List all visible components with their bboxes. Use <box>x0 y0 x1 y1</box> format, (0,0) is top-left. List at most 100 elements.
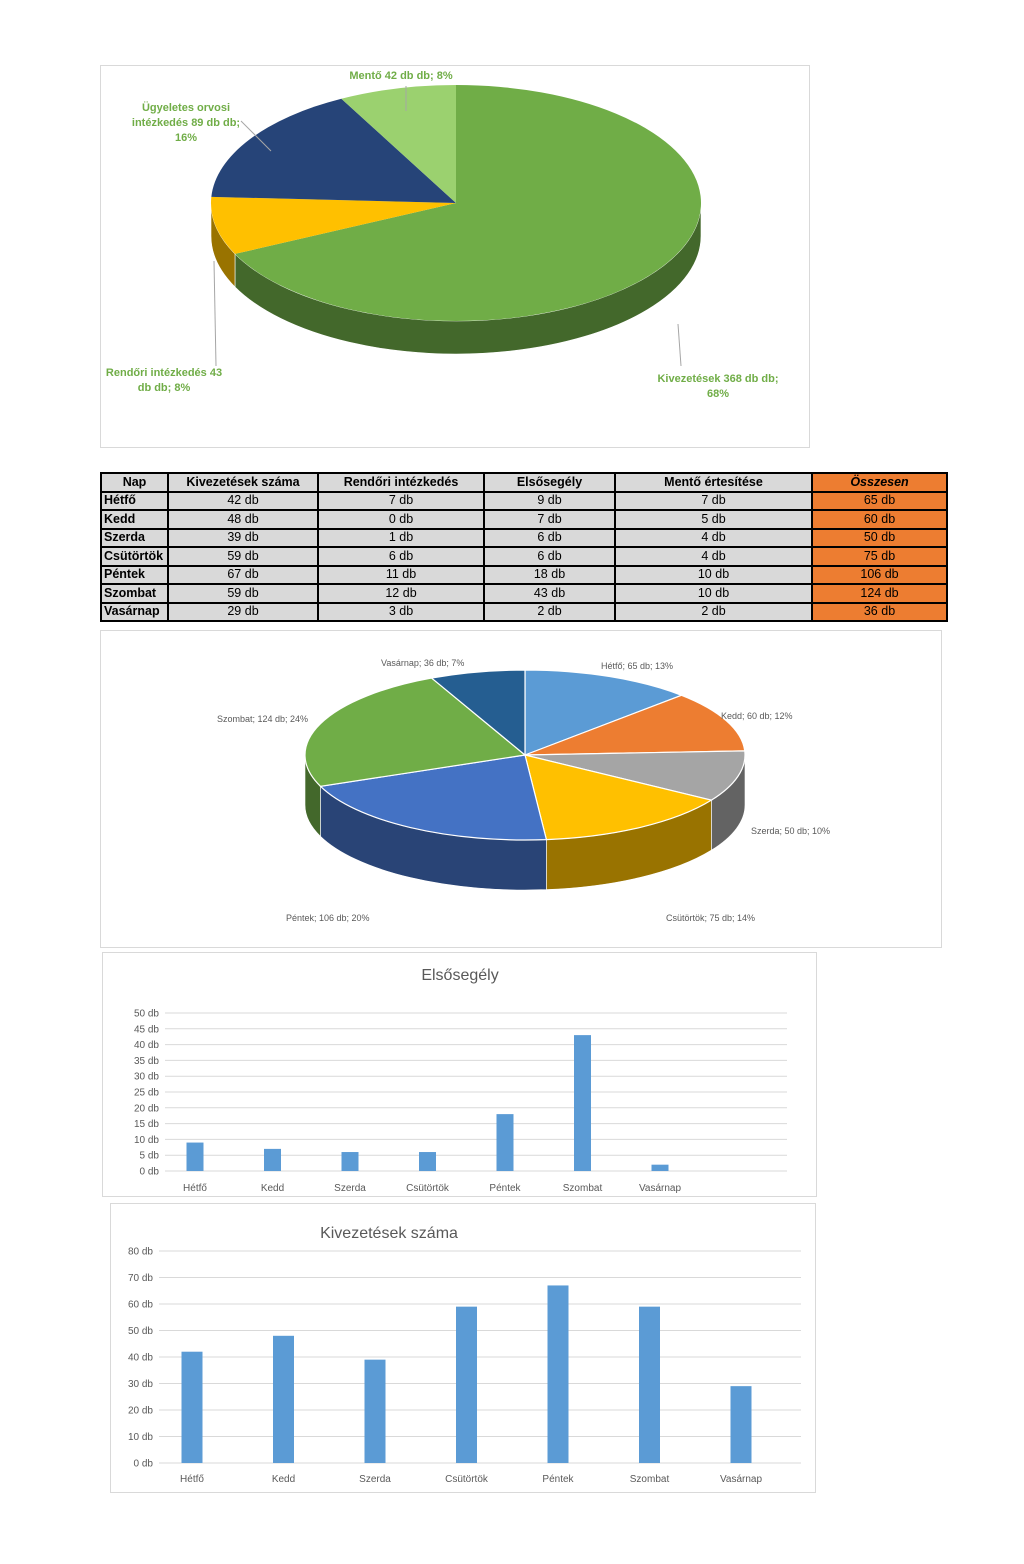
table-cell: 7 db <box>317 490 485 511</box>
table-cell: 29 db <box>167 601 319 622</box>
table-cell: 6 db <box>483 527 616 548</box>
x-tick-label: Kedd <box>272 1474 295 1485</box>
table-row: Kedd 48 db 0 db 7 db 5 db 60 db <box>100 509 948 530</box>
y-tick-label: 35 db <box>134 1056 159 1067</box>
pie-chart-interventions: Kivezetések 368 db db; 68% Rendőri intézke… <box>100 65 810 448</box>
bar-chart-discharges: Kivezetések száma 0 db 10 db 20 db 30 db 40 d… <box>110 1203 816 1493</box>
y-tick-label: 0 db <box>134 1459 154 1470</box>
x-tick-label: Szerda <box>359 1474 391 1485</box>
table-total-cell: 65 db <box>811 490 948 511</box>
table-cell: 12 db <box>317 583 485 604</box>
y-tick-label: 50 db <box>128 1326 153 1337</box>
table-cell: 4 db <box>614 546 813 567</box>
table-cell: 11 db <box>317 564 485 585</box>
pie-slice <box>524 754 713 841</box>
y-tick-label: 80 db <box>128 1247 153 1258</box>
table-day-cell: Vasárnap <box>100 601 169 622</box>
table-body: Hétfő 42 db 7 db 9 db 7 db 65 db Kedd 48 db 0 db… <box>100 490 948 622</box>
y-tick-label: 0 db <box>140 1167 160 1178</box>
table-total-cell: 124 db <box>811 583 948 604</box>
x-tick-label: Péntek <box>542 1474 574 1485</box>
table-cell: 7 db <box>483 509 616 530</box>
y-tick-label: 40 db <box>128 1353 153 1364</box>
table-cell: 10 db <box>614 564 813 585</box>
table-day-cell: Szombat <box>100 583 169 604</box>
y-tick-label: 20 db <box>134 1103 159 1114</box>
bar-chart-first-aid-svg: Elsősegély 0 db 5 db 10 db 15 db 20 db 25 db 30… <box>134 967 787 1194</box>
table-row: Hétfő 42 db 7 db 9 db 7 db 65 db <box>100 490 948 511</box>
table-total-cell: 106 db <box>811 564 948 585</box>
x-tick-label: Vasárnap <box>639 1183 682 1194</box>
x-tick-label: Szerda <box>334 1183 366 1194</box>
y-tick-label: 70 db <box>128 1273 153 1284</box>
y-tick-label: 15 db <box>134 1119 159 1130</box>
table-row: Péntek 67 db 11 db 18 db 10 db 106 db <box>100 564 948 585</box>
pie-data-label: Rendőri intézkedés 43 db db; 8% <box>106 367 222 394</box>
pie-slice <box>319 754 548 841</box>
bar <box>730 1386 752 1463</box>
x-tick-label: Kedd <box>261 1183 284 1194</box>
x-tick-label: Szombat <box>563 1183 603 1194</box>
table-total-cell: 75 db <box>811 546 948 567</box>
pie-data-label: Vasárnap; 36 db; 7% <box>381 658 464 668</box>
y-tick-label: 45 db <box>134 1024 159 1035</box>
table-row: Szerda 39 db 1 db 6 db 4 db 50 db <box>100 527 948 548</box>
x-tick-label: Csütörtök <box>445 1474 489 1485</box>
column-header: Rendőri intézkedés <box>317 472 485 493</box>
bar <box>419 1152 436 1171</box>
y-tick-label: 20 db <box>128 1406 153 1417</box>
table-cell: 7 db <box>614 490 813 511</box>
table-cell: 2 db <box>483 601 616 622</box>
table-cell: 10 db <box>614 583 813 604</box>
pie-chart-interventions-svg: Kivezetések 368 db db; 68% Rendőri intézke… <box>106 70 779 400</box>
table-cell: 1 db <box>317 527 485 548</box>
x-tick-label: Péntek <box>489 1183 521 1194</box>
y-tick-label: 40 db <box>134 1040 159 1051</box>
table-cell: 59 db <box>167 583 319 604</box>
y-tick-label: 25 db <box>134 1088 159 1099</box>
table-cell: 5 db <box>614 509 813 530</box>
table-row: Vasárnap 29 db 3 db 2 db 2 db 36 db <box>100 601 948 622</box>
pie-slice <box>234 85 701 321</box>
x-tick-label: Vasárnap <box>720 1474 763 1485</box>
pie-chart-daily-totals: Hétfő; 65 db; 13% Kedd; 60 db; 12% Szerda;… <box>100 630 942 948</box>
y-tick-label: 60 db <box>128 1300 153 1311</box>
y-tick-label: 10 db <box>128 1432 153 1443</box>
bar <box>651 1164 669 1171</box>
bar <box>574 1035 591 1171</box>
table-cell: 2 db <box>614 601 813 622</box>
y-tick-label: 30 db <box>128 1379 153 1390</box>
bar <box>639 1306 660 1463</box>
table-header-row: Nap Kivezetések száma Rendőri intézkedés… <box>100 472 948 493</box>
table-day-cell: Kedd <box>100 509 169 530</box>
pie-slice <box>211 196 456 254</box>
table-cell: 48 db <box>167 509 319 530</box>
table-cell: 4 db <box>614 527 813 548</box>
bar <box>264 1148 281 1171</box>
table-day-cell: Hétfő <box>100 490 169 511</box>
pie-data-label: Kedd; 60 db; 12% <box>721 711 793 721</box>
bar <box>547 1285 569 1463</box>
bar <box>273 1335 294 1463</box>
pie-chart-daily-totals-svg: Hétfő; 65 db; 13% Kedd; 60 db; 12% Szerda;… <box>217 658 830 923</box>
column-header: Kivezetések száma <box>167 472 319 493</box>
table-cell: 59 db <box>167 546 319 567</box>
weekly-data-table: Nap Kivezetések száma Rendőri intézkedés… <box>100 472 948 622</box>
y-tick-label: 5 db <box>140 1151 160 1162</box>
bar-chart-first-aid: Elsősegély 0 db 5 db 10 db 15 db 20 db 25 db 30… <box>102 952 817 1197</box>
pie-data-label: Péntek; 106 db; 20% <box>286 913 370 923</box>
chart-title: Elsősegély <box>421 967 498 984</box>
pie-slice <box>304 677 527 787</box>
table-cell: 39 db <box>167 527 319 548</box>
pie-slice <box>341 85 456 203</box>
y-tick-label: 50 db <box>134 1009 159 1020</box>
y-tick-label: 10 db <box>134 1135 159 1146</box>
bar-chart-discharges-svg: Kivezetések száma 0 db 10 db 20 db 30 db 40 d… <box>128 1225 801 1485</box>
table-total-cell: 50 db <box>811 527 948 548</box>
pie-slice <box>524 694 746 756</box>
pie-slice <box>524 750 746 801</box>
pie-data-label: Hétfő; 65 db; 13% <box>601 661 673 671</box>
column-header-total: Összesen <box>811 472 948 493</box>
table-total-cell: 36 db <box>811 601 948 622</box>
x-tick-label: Csütörtök <box>406 1183 450 1194</box>
